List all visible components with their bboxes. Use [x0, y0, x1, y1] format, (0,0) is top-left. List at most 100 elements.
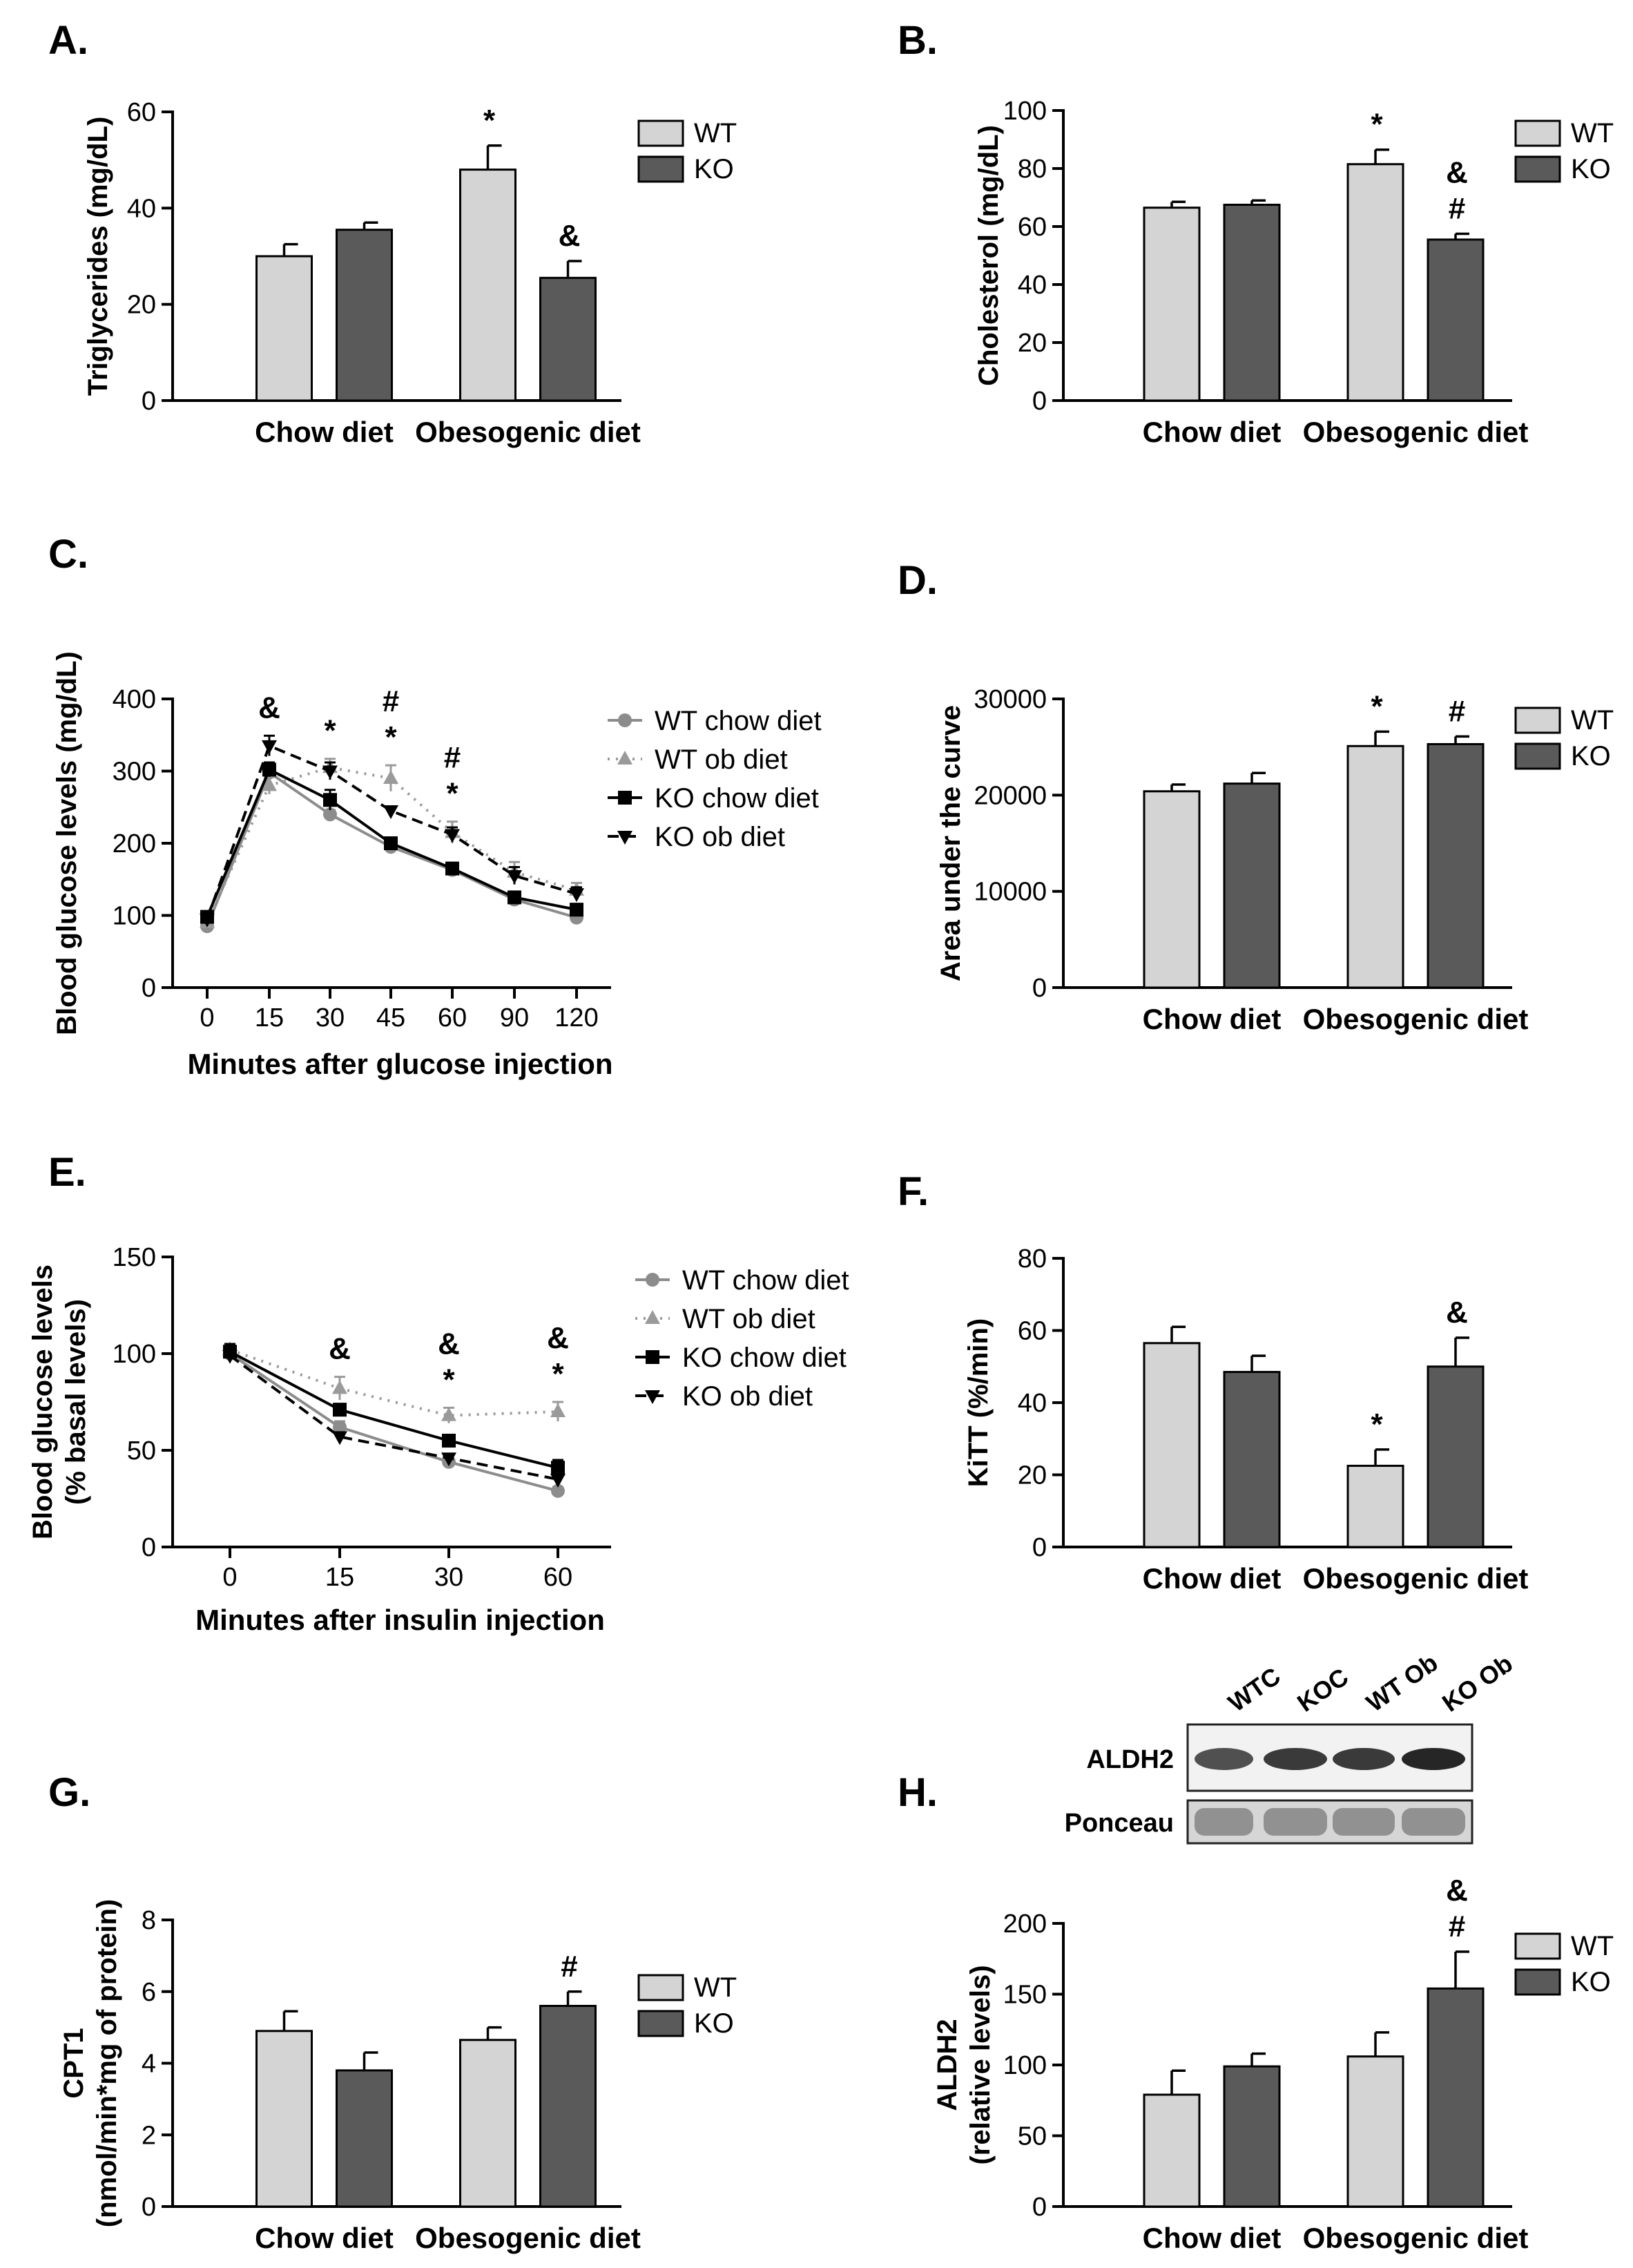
panel-d: D. 0 10000 20000 30000 Area under the curve Ch… — [898, 558, 1614, 1035]
legend-swatch-ko — [637, 155, 684, 183]
y-tick-label: 150 — [113, 1243, 156, 1272]
legend-swatch-wt — [1514, 119, 1561, 147]
x-category-label: Obesogenic diet — [415, 416, 641, 448]
bar-ko-0 — [1223, 782, 1281, 989]
x-category-label: Obesogenic diet — [415, 2222, 641, 2254]
y-tick-label: 20 — [1018, 1461, 1047, 1490]
data-point — [332, 1380, 347, 1394]
y-tick-label: 100 — [113, 1340, 156, 1369]
significance-mark: # — [1449, 1910, 1465, 1943]
significance-mark: & — [1446, 1296, 1468, 1329]
legend-marker — [645, 1390, 660, 1404]
data-point — [323, 793, 337, 807]
y-tick-label: 200 — [113, 829, 156, 858]
x-category-label: Chow diet — [255, 2222, 394, 2254]
significance-mark: & — [329, 1332, 351, 1366]
y-tick-label: 40 — [127, 194, 156, 223]
y-axis-label: KiTT (%/min) — [963, 1318, 994, 1487]
legend-label: WT chow diet — [682, 1265, 849, 1296]
ponceau-band — [1195, 1808, 1253, 1836]
legend-label: WT — [694, 1972, 737, 2003]
y-axis-label: Area under the curve — [936, 705, 966, 981]
y-tick-label: 80 — [1018, 155, 1047, 184]
data-point — [200, 913, 215, 928]
y-tick-label: 100 — [113, 902, 156, 931]
bar-ko-1 — [539, 276, 597, 402]
series-line-wt-ob-diet — [229, 1348, 559, 1417]
y-tick-label: 0 — [1032, 387, 1047, 416]
panel-letter: A. — [48, 18, 88, 63]
bar-ko-1 — [1427, 1365, 1485, 1548]
data-point — [383, 805, 398, 819]
series-line-ko-chow-diet — [229, 1350, 559, 1470]
bar-wt-1 — [459, 169, 516, 402]
ponceau-band — [1333, 1808, 1395, 1836]
x-tick-label: 0 — [200, 1003, 214, 1032]
x-category-label: Obesogenic diet — [1303, 1003, 1529, 1035]
x-category-label: Obesogenic diet — [1303, 416, 1529, 448]
legend-swatch-ko — [1514, 742, 1561, 770]
y-tick-label: 0 — [1032, 2193, 1047, 2222]
panel-letter: D. — [898, 558, 938, 603]
bar-wt-0 — [1143, 790, 1201, 989]
significance-mark: # — [383, 684, 399, 718]
y-tick-label: 20000 — [974, 781, 1047, 810]
y-tick-label: 60 — [127, 98, 156, 127]
data-point — [445, 861, 459, 876]
y-tick-label: 4 — [142, 2050, 156, 2079]
ponceau-band — [1264, 1808, 1327, 1836]
panel-letter: C. — [48, 532, 88, 577]
legend-swatch-ko — [1514, 155, 1561, 183]
significance-mark: # — [1449, 694, 1465, 728]
x-axis-label: Minutes after insulin injection — [195, 1604, 605, 1636]
blot-lane-label: KO Ob — [1437, 1649, 1518, 1718]
bar-wt-1 — [1346, 2055, 1404, 2208]
data-point — [442, 1434, 456, 1448]
data-point — [322, 765, 338, 780]
legend-swatch-wt — [637, 119, 684, 147]
y-axis-label: Blood glucose levels — [28, 1265, 58, 1539]
data-point — [383, 769, 398, 784]
data-point — [570, 903, 583, 917]
y-tick-label: 0 — [142, 387, 156, 416]
panel-letter: E. — [48, 1150, 86, 1195]
bar-wt-0 — [1143, 1342, 1201, 1548]
significance-mark: * — [1371, 1407, 1383, 1441]
significance-mark: * — [1371, 689, 1383, 723]
significance-mark: & — [559, 219, 581, 253]
data-point — [550, 1403, 566, 1417]
significance-mark: * — [483, 104, 496, 137]
x-axis-label: Minutes after glucose injection — [187, 1048, 612, 1080]
x-tick-label: 0 — [222, 1563, 237, 1592]
x-tick-label: 120 — [554, 1003, 598, 1032]
legend-label: WT — [1571, 705, 1614, 736]
panel-g: G. 0 2 4 6 8 CPT1 (nmol/min*mg of protein) Chow … — [48, 1770, 737, 2254]
y-tick-label: 0 — [142, 2193, 156, 2222]
y-tick-label: 200 — [1003, 1910, 1047, 1939]
legend-label: WT ob diet — [655, 744, 788, 775]
x-category-label: Obesogenic diet — [1303, 1562, 1529, 1595]
y-axis-label: CPT1 — [59, 2028, 89, 2098]
y-axis-label: Cholesterol (mg/dL) — [974, 125, 1004, 386]
x-category-label: Chow diet — [1143, 2222, 1282, 2254]
data-point — [222, 1349, 238, 1364]
y-tick-label: 400 — [113, 685, 156, 714]
y-tick-label: 40 — [1018, 1389, 1047, 1418]
significance-mark: # — [1449, 192, 1465, 226]
legend-label: KO ob diet — [682, 1381, 813, 1412]
data-point — [569, 888, 584, 903]
bar-ko-0 — [1223, 2065, 1281, 2208]
legend-label: WT — [1571, 1931, 1614, 1961]
y-tick-label: 50 — [127, 1436, 156, 1465]
data-point — [507, 870, 522, 885]
significance-mark: & — [258, 691, 280, 724]
aldh2-band — [1333, 1748, 1395, 1770]
legend-marker — [618, 713, 632, 727]
data-point — [262, 740, 277, 754]
legend-label: WT chow diet — [655, 706, 822, 736]
x-tick-label: 60 — [438, 1003, 467, 1032]
x-category-label: Chow diet — [1143, 416, 1282, 448]
panel-f: F. 0 20 40 60 80 KiTT (%/min) Chow diet Obesogen… — [898, 1169, 1528, 1595]
